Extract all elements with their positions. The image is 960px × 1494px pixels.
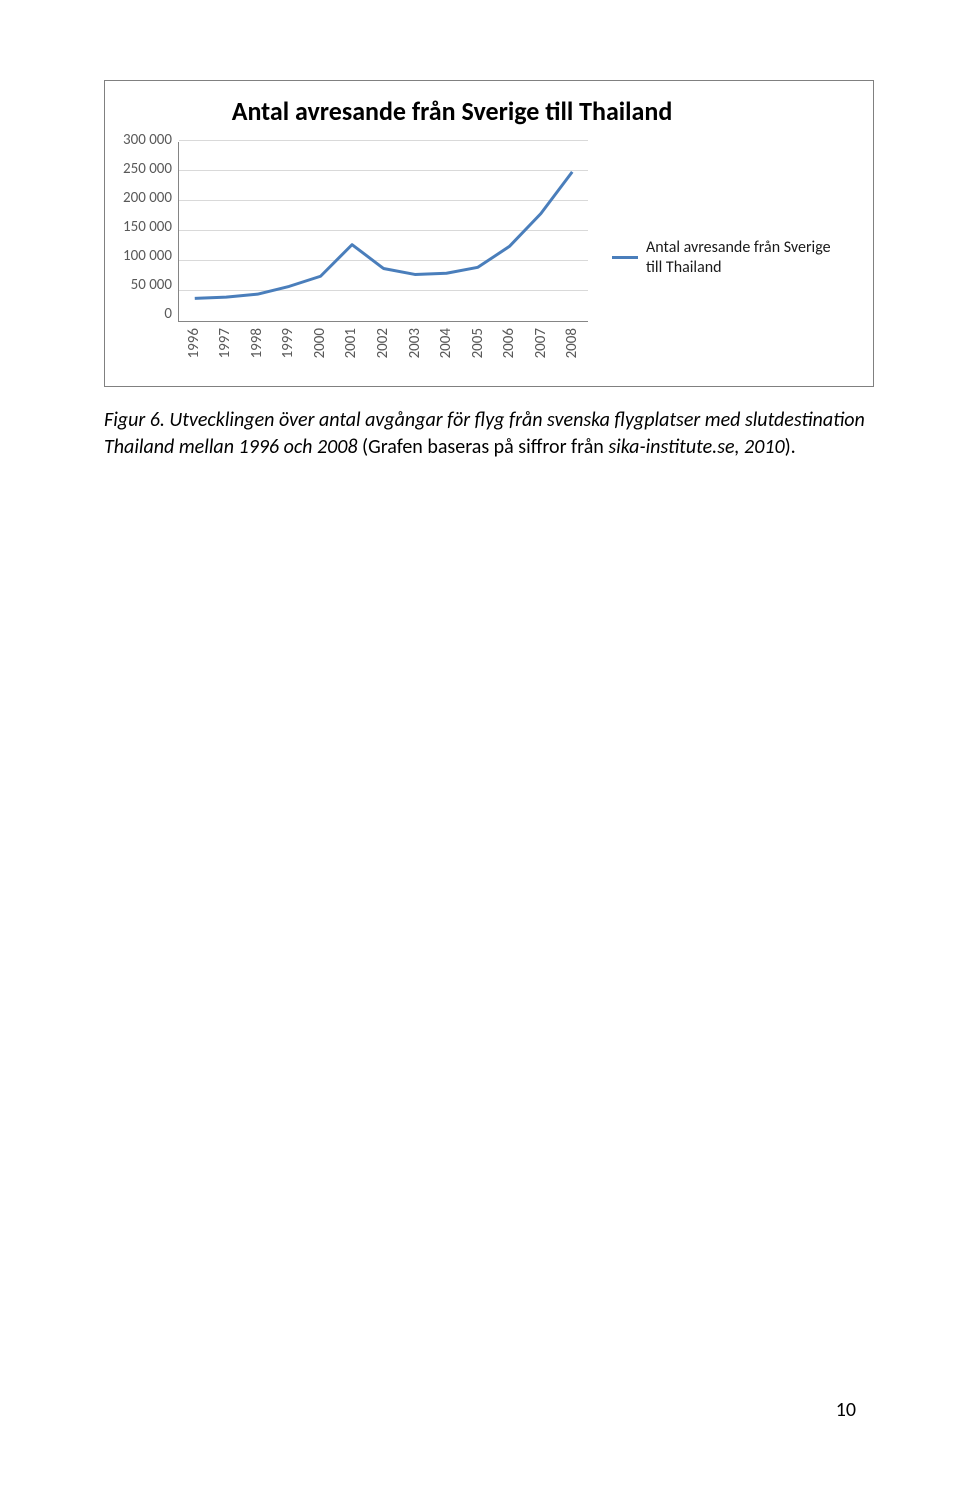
x-tick-container: 1999 bbox=[273, 328, 305, 374]
x-tick-container: 2006 bbox=[493, 328, 525, 374]
page-number: 10 bbox=[836, 1398, 856, 1422]
gridline bbox=[179, 140, 588, 141]
x-tick: 1997 bbox=[216, 328, 234, 358]
y-tick: 0 bbox=[164, 307, 172, 322]
line-series bbox=[179, 142, 588, 321]
x-tick-container: 2001 bbox=[336, 328, 368, 374]
x-tick-container: 2008 bbox=[556, 328, 588, 374]
y-tick: 200 000 bbox=[123, 191, 172, 206]
caption-middle: (Grafen baseras på siffror från bbox=[358, 435, 609, 459]
x-tick: 2005 bbox=[469, 328, 487, 358]
line-path bbox=[195, 171, 572, 297]
chart-legend: Antal avresande från Sverige till Thaila… bbox=[612, 238, 836, 276]
x-tick: 2003 bbox=[406, 328, 424, 358]
plot-column: 1996 1997 1998 1999 2000 2001 2002 2003 2004 2005… bbox=[178, 142, 588, 374]
caption-source: sika-institute.se, 2010 bbox=[608, 435, 784, 459]
x-tick: 2000 bbox=[311, 328, 329, 358]
y-tick: 150 000 bbox=[123, 220, 172, 235]
document-page: Antal avresande från Sverige till Thaila… bbox=[0, 0, 960, 461]
y-tick: 50 000 bbox=[131, 278, 172, 293]
plot-area bbox=[178, 142, 588, 322]
legend-swatch bbox=[612, 256, 638, 259]
x-tick-container: 1998 bbox=[241, 328, 273, 374]
chart-container: Antal avresande från Sverige till Thaila… bbox=[104, 80, 874, 387]
x-tick: 1999 bbox=[279, 328, 297, 358]
x-tick-container: 2003 bbox=[399, 328, 431, 374]
y-tick: 250 000 bbox=[123, 162, 172, 177]
x-axis: 1996 1997 1998 1999 2000 2001 2002 2003 2004 2005… bbox=[178, 322, 588, 374]
caption-suffix: ). bbox=[785, 435, 796, 459]
x-tick-container: 2004 bbox=[430, 328, 462, 374]
y-tick: 100 000 bbox=[123, 249, 172, 264]
x-tick-container: 1997 bbox=[210, 328, 242, 374]
x-tick-container: 2007 bbox=[525, 328, 557, 374]
plot-wrap: 300 000250 000200 000150 000100 00050 00… bbox=[123, 142, 588, 374]
legend-label: Antal avresande från Sverige till Thaila… bbox=[646, 238, 836, 276]
x-tick: 2008 bbox=[563, 328, 581, 358]
y-tick: 300 000 bbox=[123, 133, 172, 148]
x-tick-container: 2005 bbox=[462, 328, 494, 374]
x-tick: 1998 bbox=[248, 328, 266, 358]
x-tick: 2002 bbox=[374, 328, 392, 358]
chart-body: 300 000250 000200 000150 000100 00050 00… bbox=[123, 142, 861, 374]
x-tick-container: 2000 bbox=[304, 328, 336, 374]
x-tick: 1996 bbox=[185, 328, 203, 358]
x-tick-container: 2002 bbox=[367, 328, 399, 374]
x-tick: 2007 bbox=[532, 328, 550, 358]
x-tick-container: 1996 bbox=[178, 328, 210, 374]
chart-title: Antal avresande från Sverige till Thaila… bbox=[123, 95, 861, 128]
figure-caption: Figur 6. Utvecklingen över antal avgånga… bbox=[104, 407, 874, 461]
x-tick: 2001 bbox=[342, 328, 360, 358]
y-axis: 300 000 250 000 200 000 150 000 100 000 50 00… bbox=[123, 133, 178, 323]
x-tick: 2004 bbox=[437, 328, 455, 358]
x-tick: 2006 bbox=[500, 328, 518, 358]
